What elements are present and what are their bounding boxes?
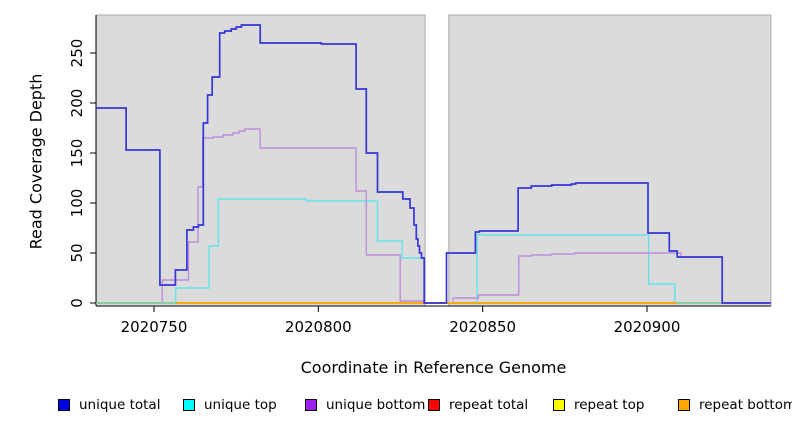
legend-item-unique-bottom: unique bottom	[305, 397, 425, 413]
legend-swatch-icon	[183, 399, 195, 411]
legend-item-repeat-total: repeat total	[428, 397, 528, 413]
x-tick-label: 2020850	[449, 318, 516, 336]
legend-swatch-icon	[678, 399, 690, 411]
y-tick-label: 0	[68, 298, 86, 308]
legend-swatch-icon	[305, 399, 317, 411]
x-tick-label: 2020900	[614, 318, 681, 336]
legend-swatch-icon	[428, 399, 440, 411]
y-tick-label: 200	[68, 89, 86, 118]
x-tick-label: 2020750	[121, 318, 188, 336]
y-tick-label: 150	[68, 139, 86, 168]
x-tick-label: 2020800	[285, 318, 352, 336]
y-axis-title: Read Coverage Depth	[26, 73, 46, 250]
legend-item-repeat-bottom: repeat bottom	[678, 397, 792, 413]
legend-swatch-icon	[553, 399, 565, 411]
legend-item-repeat-top: repeat top	[553, 397, 644, 413]
plot-panel-1	[95, 14, 426, 307]
legend-item-unique-top: unique top	[183, 397, 277, 413]
x-axis-title: Coordinate in Reference Genome	[300, 358, 567, 377]
legend-swatch-icon	[58, 399, 70, 411]
legend-label: repeat total	[449, 397, 529, 413]
y-tick-label: 100	[68, 189, 86, 218]
legend-label: unique total	[79, 397, 161, 413]
legend-label: unique bottom	[326, 397, 426, 413]
coverage-plot-canvas: 0 50 100 150 200 250 2020750 2020800 2020850 2020…	[68, 14, 772, 336]
series-unique-top	[96, 198, 771, 304]
y-tick-label: 250	[68, 39, 86, 68]
legend-label: unique top	[204, 397, 277, 413]
legend-label: repeat bottom	[699, 397, 792, 413]
legend-item-unique-total: unique total	[58, 397, 160, 413]
legend-label: repeat top	[574, 397, 645, 413]
series-unique-total	[96, 24, 771, 304]
y-tick-label: 50	[68, 243, 86, 262]
